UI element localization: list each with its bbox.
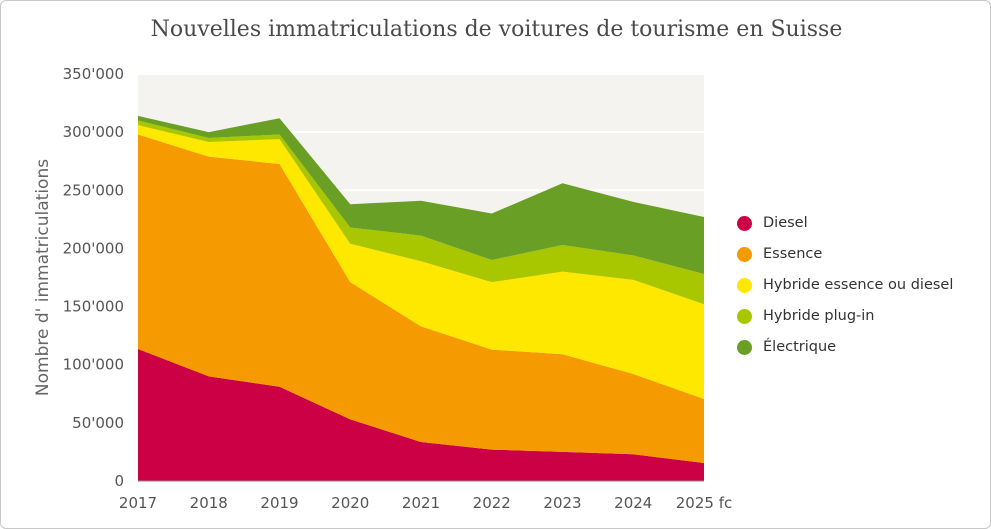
- x-tick-label: 2025 fc: [676, 494, 732, 512]
- y-tick-label: 0: [114, 472, 124, 490]
- chart-title: Nouvelles immatriculations de voitures d…: [150, 17, 843, 42]
- y-tick-label: 200'000: [63, 239, 124, 257]
- legend-item: Diesel: [737, 215, 808, 231]
- legend-item: Électrique: [737, 339, 836, 355]
- legend-item: Hybride essence ou diesel: [737, 277, 953, 293]
- y-tick-label: 250'000: [63, 181, 124, 199]
- x-tick-label: 2018: [190, 494, 228, 512]
- y-tick-label: 300'000: [63, 123, 124, 141]
- legend-swatch: [737, 277, 752, 293]
- x-tick-label: 2021: [402, 494, 440, 512]
- area-électrique: [138, 115, 704, 275]
- area-diesel: [138, 349, 704, 481]
- x-tick-label: 2020: [331, 494, 369, 512]
- legend-swatch: [737, 308, 752, 324]
- y-tick-label: 50'000: [72, 414, 124, 432]
- legend-swatch: [737, 246, 752, 262]
- y-tick-label: 150'000: [63, 298, 124, 316]
- legend-item: Essence: [737, 246, 822, 262]
- area-hybride-essence-ou-diesel: [138, 125, 704, 400]
- x-tick-label: 2022: [473, 494, 511, 512]
- x-tick-label: 2019: [260, 494, 298, 512]
- legend-item: Hybride plug-in: [737, 308, 875, 324]
- legend-label: Hybride plug-in: [763, 308, 875, 324]
- area-hybride-plug-in: [138, 120, 704, 305]
- area-essence: [138, 134, 704, 463]
- legend-label: Hybride essence ou diesel: [763, 277, 954, 293]
- legend-swatch: [737, 339, 752, 355]
- legend-label: Diesel: [763, 215, 808, 231]
- x-tick-label: 2024: [614, 494, 652, 512]
- y-tick-label: 100'000: [63, 356, 124, 374]
- legend-swatch: [737, 215, 752, 231]
- legend-label: Électrique: [763, 339, 837, 355]
- x-tick-label: 2023: [543, 494, 581, 512]
- y-axis-label: Nombre d' immatriculations: [33, 159, 53, 396]
- legend-label: Essence: [763, 246, 823, 262]
- x-tick-label: 2017: [119, 494, 157, 512]
- y-tick-label: 350'000: [63, 65, 124, 83]
